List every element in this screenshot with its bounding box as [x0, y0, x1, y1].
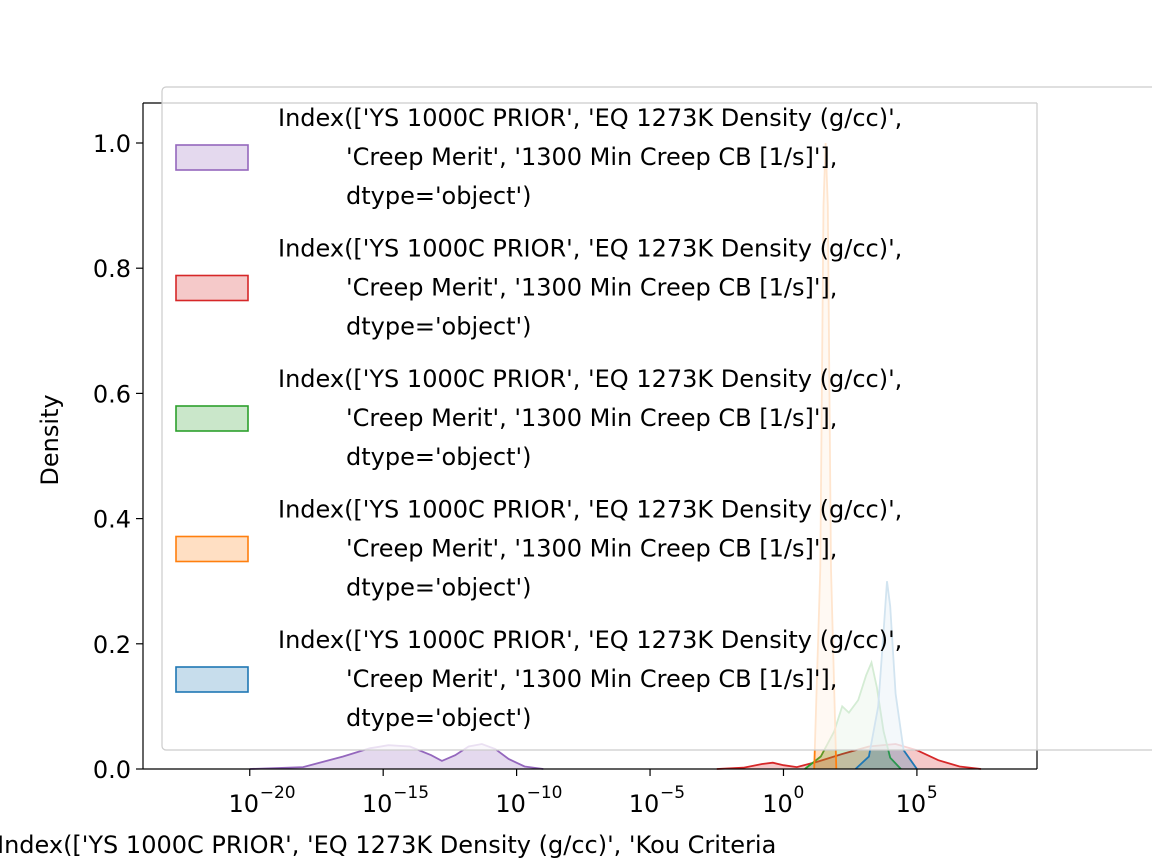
x-ticks: 10 −20 10 −15 10 −10 10 −5 10 0 10 5: [228, 769, 938, 818]
x-tick-label: 10: [362, 790, 393, 818]
legend-label-line: dtype='object'): [346, 182, 531, 210]
legend-label-line: dtype='object'): [346, 704, 531, 732]
x-tick-exponent: −15: [393, 783, 429, 803]
legend-swatch-3: [175, 535, 249, 563]
legend-label-line: Index(['YS 1000C PRIOR', 'EQ 1273K Densi…: [278, 104, 902, 132]
legend-label-line: dtype='object'): [346, 313, 531, 341]
series-1-line: [716, 743, 982, 770]
legend-label-line: 'Creep Merit', '1300 Min Creep CB [1/s]'…: [346, 143, 837, 171]
legend-label-line: dtype='object'): [346, 574, 531, 602]
legend-frame: [161, 86, 1152, 751]
x-tick-label: 10: [228, 790, 259, 818]
legend-label-line: Index(['YS 1000C PRIOR', 'EQ 1273K Densi…: [278, 365, 902, 393]
legend-label-line: 'Creep Merit', '1300 Min Creep CB [1/s]'…: [346, 535, 837, 563]
x-tick-exponent: 0: [793, 783, 804, 803]
y-tick-label: 0.0: [93, 756, 131, 784]
legend-label-line: dtype='object'): [346, 443, 531, 471]
y-axis-label: Density: [36, 394, 64, 485]
y-tick-label: 0.6: [93, 380, 131, 408]
y-tick-label: 0.4: [93, 506, 131, 534]
legend-swatch-2: [175, 405, 249, 432]
legend-swatch-4: [175, 666, 249, 693]
legend-label-line: Index(['YS 1000C PRIOR', 'EQ 1273K Densi…: [278, 496, 902, 524]
legend-swatch-1: [175, 274, 249, 302]
legend-swatch-0: [175, 144, 249, 171]
legend-label-line: Index(['YS 1000C PRIOR', 'EQ 1273K Densi…: [278, 626, 902, 654]
legend-label-line: 'Creep Merit', '1300 Min Creep CB [1/s]'…: [346, 404, 837, 432]
y-tick-label: 0.8: [93, 255, 131, 283]
x-tick-label: 10: [896, 790, 927, 818]
x-tick-label: 10: [762, 790, 793, 818]
legend-label-line: 'Creep Merit', '1300 Min Creep CB [1/s]'…: [346, 274, 837, 302]
legend-label-line: 'Creep Merit', '1300 Min Creep CB [1/s]'…: [346, 665, 837, 693]
y-tick-label: 1.0: [93, 130, 131, 158]
legend: Index(['YS 1000C PRIOR', 'EQ 1273K Densi…: [161, 86, 1152, 751]
x-tick-label: 10: [495, 790, 526, 818]
x-tick-exponent: −10: [527, 783, 563, 803]
legend-label-line: Index(['YS 1000C PRIOR', 'EQ 1273K Densi…: [278, 235, 902, 263]
y-tick-label: 0.2: [93, 631, 131, 659]
x-tick-exponent: −20: [260, 783, 296, 803]
x-axis-label: Index(['YS 1000C PRIOR', 'EQ 1273K Densi…: [0, 831, 776, 859]
x-tick-label: 10: [629, 790, 660, 818]
x-tick-exponent: −5: [660, 783, 685, 803]
series-0-line: [249, 743, 544, 770]
x-tick-exponent: 5: [927, 783, 938, 803]
y-ticks: 0.0 0.2 0.4 0.6 0.8 1.0: [93, 130, 143, 784]
